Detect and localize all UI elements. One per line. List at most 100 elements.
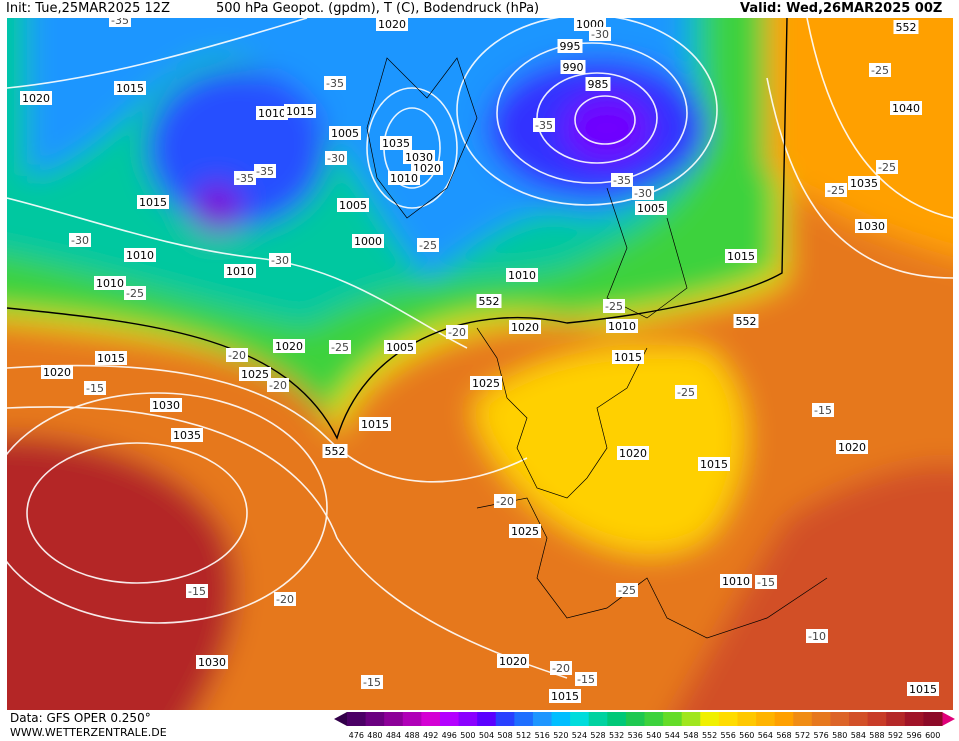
legend-tick-label: 480 bbox=[367, 731, 382, 740]
temperature-label-box bbox=[446, 325, 468, 339]
legend-swatch bbox=[365, 712, 385, 726]
temperature-label-box bbox=[825, 183, 847, 197]
legend-tick-label: 600 bbox=[925, 731, 940, 740]
legend-swatch bbox=[923, 712, 943, 726]
legend-swatch bbox=[384, 712, 404, 726]
pressure-label: 1030 bbox=[198, 656, 226, 669]
legend-tick-label: 492 bbox=[423, 731, 438, 740]
pressure-label-box bbox=[329, 126, 361, 140]
pressure-label: 1020 bbox=[619, 447, 647, 460]
pressure-label-box bbox=[171, 428, 203, 442]
legend-swatch bbox=[477, 712, 497, 726]
temperature-label-box bbox=[234, 171, 256, 185]
temperature-label: -15 bbox=[188, 585, 206, 598]
pressure-label: 1010 bbox=[96, 277, 124, 290]
pressure-label-box bbox=[698, 457, 730, 471]
temperature-label: -30 bbox=[591, 28, 609, 41]
temperature-label: -25 bbox=[871, 64, 889, 77]
pressure-label: 1025 bbox=[241, 368, 269, 381]
legend-tick-label: 484 bbox=[386, 731, 401, 740]
legend-tick-label: 576 bbox=[814, 731, 829, 740]
temperature-label-box bbox=[417, 238, 439, 252]
pressure-label-box bbox=[95, 351, 127, 365]
pressure-label: 1015 bbox=[139, 196, 167, 209]
legend-tick-label: 540 bbox=[646, 731, 661, 740]
pressure-label: 1035 bbox=[173, 429, 201, 442]
legend-swatch bbox=[570, 712, 590, 726]
legend-swatch bbox=[421, 712, 441, 726]
pressure-label: 1015 bbox=[551, 690, 579, 703]
legend-tick-label: 560 bbox=[739, 731, 754, 740]
height-label-box bbox=[322, 444, 348, 458]
legend-tick-label: 588 bbox=[869, 731, 884, 740]
pressure-label-box bbox=[150, 398, 182, 412]
temperature-label: -30 bbox=[71, 234, 89, 247]
temperature-label: -30 bbox=[327, 152, 345, 165]
pressure-label-box bbox=[94, 276, 126, 290]
legend-tick-label: 564 bbox=[758, 731, 773, 740]
pressure-label-box bbox=[617, 446, 649, 460]
temperature-label-box bbox=[109, 18, 131, 27]
pressure-label: 1020 bbox=[43, 366, 71, 379]
pressure-label: 1005 bbox=[339, 199, 367, 212]
pressure-label-box bbox=[20, 91, 52, 105]
temperature-label-box bbox=[575, 672, 597, 686]
temperature-label: -20 bbox=[448, 326, 466, 339]
pressure-label-box bbox=[836, 440, 868, 454]
pressure-label-box bbox=[41, 365, 73, 379]
pressure-label: 1030 bbox=[857, 220, 885, 233]
pressure-label-box bbox=[239, 367, 271, 381]
legend-arrow-high bbox=[942, 712, 955, 726]
legend-swatch bbox=[737, 712, 757, 726]
pressure-label-box bbox=[557, 39, 583, 53]
pressure-label-box bbox=[606, 319, 638, 333]
pressure-label-box bbox=[509, 524, 541, 538]
height-label-box bbox=[476, 294, 502, 308]
pressure-label-box bbox=[506, 268, 538, 282]
legend-swatch bbox=[904, 712, 924, 726]
legend-swatch bbox=[849, 712, 869, 726]
temperature-label-box bbox=[675, 385, 697, 399]
color-legend: 476 480 484 488 492 496 500 504 508 512 516 520 524 5… bbox=[334, 712, 955, 740]
temperature-label-box bbox=[269, 253, 291, 267]
pressure-label-box bbox=[635, 201, 667, 215]
legend-arrow-low bbox=[334, 712, 347, 726]
pressure-label-box bbox=[509, 320, 541, 334]
pressure-label: 995 bbox=[560, 40, 581, 53]
pressure-label-box bbox=[256, 106, 288, 120]
legend-swatch bbox=[347, 712, 367, 726]
temperature-label-box bbox=[616, 583, 638, 597]
legend-swatch bbox=[625, 712, 645, 726]
pressure-label-box bbox=[470, 376, 502, 390]
legend-swatch bbox=[793, 712, 813, 726]
legend-swatch bbox=[514, 712, 534, 726]
legend-swatch bbox=[495, 712, 515, 726]
pressure-label: 1035 bbox=[382, 137, 410, 150]
temperature-label: -25 bbox=[419, 239, 437, 252]
pressure-label: 1010 bbox=[608, 320, 636, 333]
legend-tick-label: 512 bbox=[516, 731, 531, 740]
legend-tick-label: 516 bbox=[535, 731, 550, 740]
temperature-label-box bbox=[611, 173, 633, 187]
temperature-label-box bbox=[876, 160, 898, 174]
pressure-label-box bbox=[855, 219, 887, 233]
pressure-label: 1015 bbox=[116, 82, 144, 95]
temperature-label: -20 bbox=[276, 593, 294, 606]
height-label-box bbox=[893, 20, 919, 34]
pressure-label: 1005 bbox=[331, 127, 359, 140]
pressure-label-box bbox=[196, 655, 228, 669]
temperature-label: -25 bbox=[618, 584, 636, 597]
pressure-label-box bbox=[725, 249, 757, 263]
pressure-label-box bbox=[497, 654, 529, 668]
legend-tick-label: 568 bbox=[776, 731, 791, 740]
legend-swatch bbox=[439, 712, 460, 726]
pressure-label-box bbox=[137, 195, 169, 209]
pressure-label: 1025 bbox=[511, 525, 539, 538]
temperature-label-box bbox=[84, 381, 106, 395]
pressure-label-box bbox=[388, 171, 420, 185]
pressure-label-box bbox=[352, 234, 384, 248]
pressure-label: 985 bbox=[588, 78, 609, 91]
pressure-label: 990 bbox=[563, 61, 584, 74]
legend-tick-label: 508 bbox=[497, 731, 512, 740]
temperature-label-box bbox=[124, 286, 146, 300]
